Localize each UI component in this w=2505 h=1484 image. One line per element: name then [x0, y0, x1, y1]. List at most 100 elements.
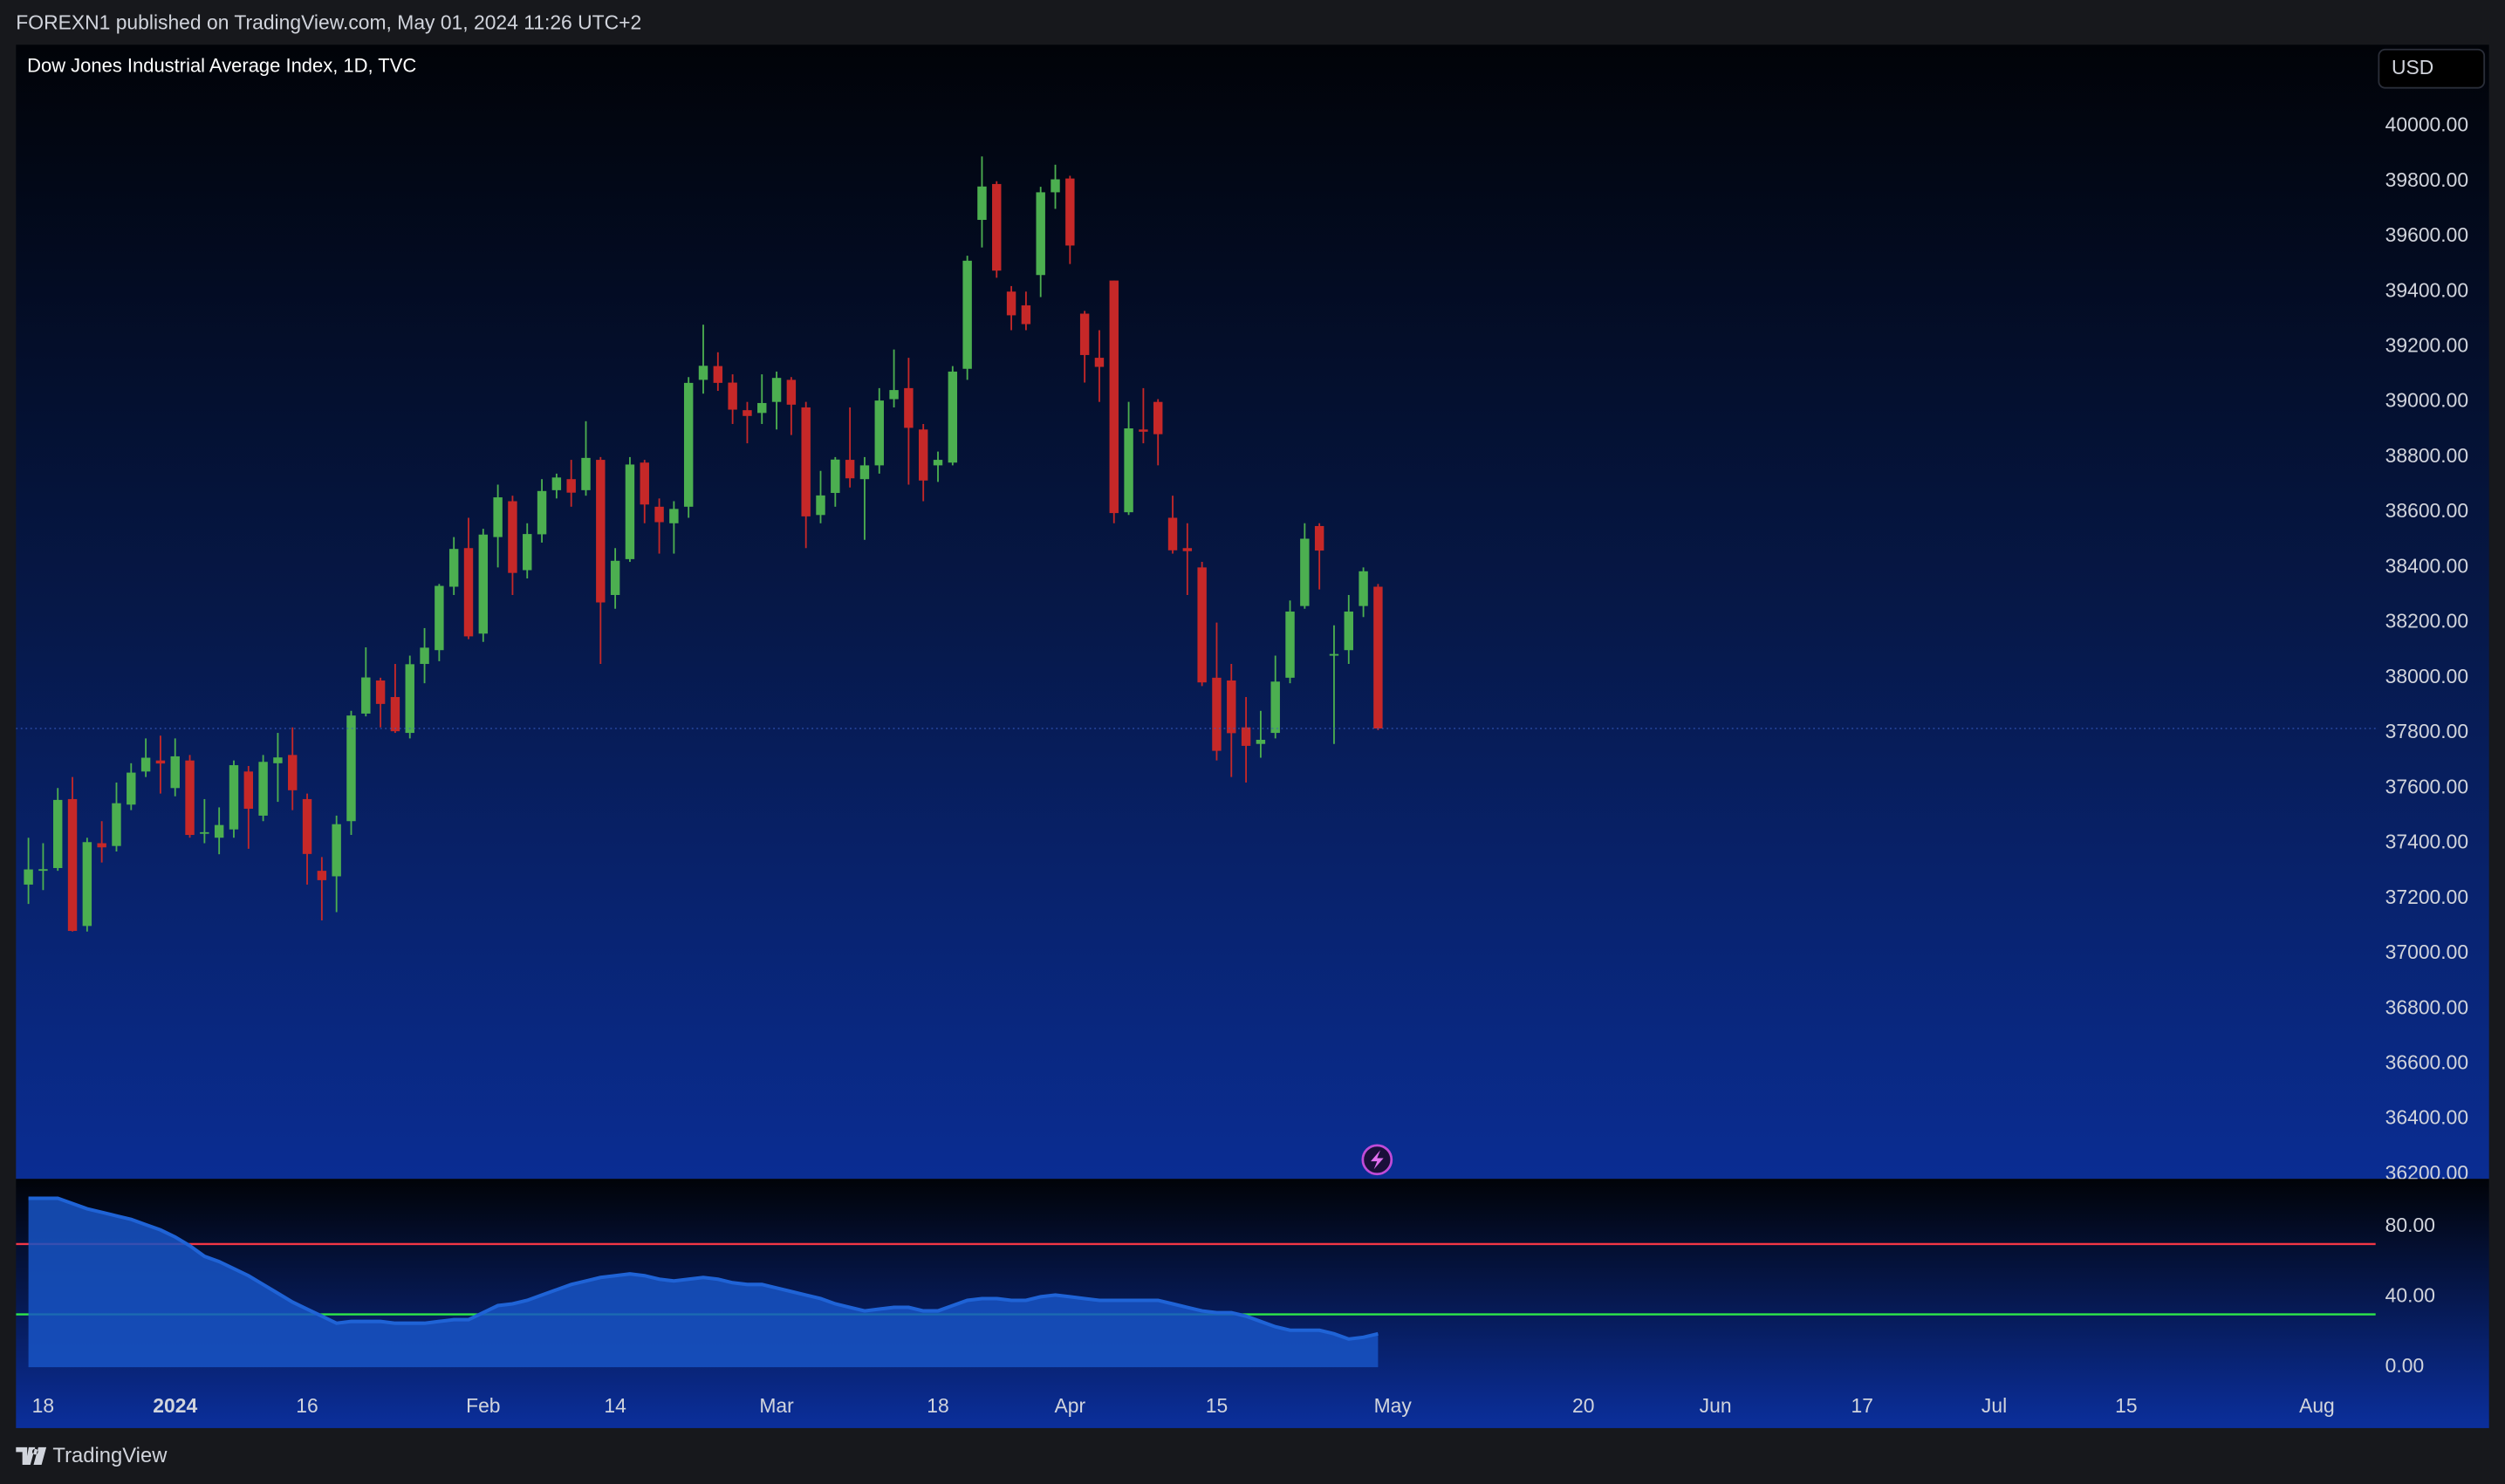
candle-body [346, 715, 356, 822]
x-tick-label: 14 [604, 1394, 626, 1417]
candle-body [640, 462, 649, 505]
candle-body [127, 772, 136, 805]
candle-body [478, 534, 489, 634]
candle-body [170, 756, 180, 789]
candle-body [258, 762, 268, 816]
y-tick-label: 37000.00 [2385, 940, 2468, 963]
y-tick-label: 36200.00 [2385, 1161, 2468, 1184]
y-tick-label: 38200.00 [2385, 610, 2468, 633]
candle-body [1197, 567, 1207, 683]
candle-body [1139, 429, 1148, 432]
x-tick-label: Apr [1055, 1394, 1086, 1417]
candle-body [831, 459, 840, 494]
y-tick-label: 38400.00 [2385, 554, 2468, 577]
x-tick-label: Mar [759, 1394, 794, 1417]
candle-body [698, 366, 708, 380]
currency-label[interactable]: USD [2392, 56, 2433, 79]
candle-body [918, 429, 928, 481]
candle-body [771, 378, 782, 402]
candle-body [566, 479, 576, 493]
y-tick-label: 80.00 [2385, 1214, 2435, 1236]
x-tick-label: 15 [2115, 1394, 2137, 1417]
candle-body [302, 798, 312, 854]
candle-body [654, 506, 664, 523]
candle-body [523, 534, 532, 571]
y-tick-label: 37800.00 [2385, 720, 2468, 742]
candle-body [728, 382, 737, 410]
candle-body [1109, 280, 1119, 514]
y-tick-label: 36400.00 [2385, 1106, 2468, 1129]
x-tick-label: 16 [296, 1394, 318, 1417]
candle-body [375, 680, 386, 704]
candle-body [405, 664, 414, 734]
candle-body [816, 495, 825, 516]
candle-body [214, 824, 224, 838]
candle-body [273, 757, 283, 763]
candle-body [82, 842, 92, 927]
candle-body [537, 490, 547, 535]
candle-body [332, 824, 341, 877]
y-tick-label: 39000.00 [2385, 389, 2468, 412]
candle-body [1124, 428, 1133, 513]
y-tick-label: 37200.00 [2385, 886, 2468, 908]
candle-body [948, 371, 958, 463]
candle-body [140, 757, 151, 772]
candle-body [1270, 681, 1280, 734]
oscillator-area [28, 1198, 1379, 1368]
time-axis: 18 2024 16 Feb 14 Mar 18 Apr 15 May 20 Jun 17 Jul 15 Au… [32, 1394, 2335, 1417]
candle-body [551, 477, 562, 490]
candle-body [1329, 653, 1339, 656]
candle-body [317, 871, 327, 880]
candle-body [889, 390, 899, 400]
candle-body [581, 457, 591, 490]
y-tick-label: 0.00 [2385, 1354, 2425, 1377]
candle-body [243, 771, 254, 810]
candle-body [288, 755, 298, 790]
candle-body [977, 186, 987, 221]
oscillator-plot [16, 1196, 2376, 1368]
oscillator-line [28, 1196, 1379, 1341]
x-tick-label: 17 [1851, 1394, 1873, 1417]
candle-body [1182, 548, 1193, 551]
main-plot [16, 156, 2376, 932]
candle-body [435, 585, 444, 651]
y-tick-label: 40000.00 [2385, 113, 2468, 136]
candle-body [67, 798, 78, 932]
candle-body [669, 509, 679, 523]
candle-body [200, 831, 209, 834]
currency-button[interactable] [2378, 48, 2486, 89]
y-tick-label: 36600.00 [2385, 1050, 2468, 1073]
alert-icon[interactable] [1361, 1144, 1393, 1176]
candle-body [493, 497, 503, 537]
candle-body [683, 382, 694, 507]
candle-body [1344, 611, 1353, 651]
candle-body [1359, 571, 1368, 606]
x-tick-label: Jul [1981, 1394, 2007, 1417]
candle-body [390, 696, 400, 732]
x-tick-label: 15 [1206, 1394, 1228, 1417]
candle-body [1227, 680, 1236, 734]
candle-body [508, 501, 517, 573]
candle-body [1079, 313, 1090, 355]
y-tick-label: 37600.00 [2385, 775, 2468, 797]
x-tick-label: Aug [2299, 1394, 2335, 1417]
oscillator-axis: 0.00 40.00 80.00 [2385, 1214, 2435, 1377]
candle-body [361, 677, 371, 714]
candle-body [1051, 179, 1060, 193]
candle-body [1256, 739, 1266, 744]
candle-body [1285, 611, 1295, 678]
candle-body [1300, 538, 1310, 606]
candle-body [97, 843, 106, 848]
candle-body [786, 380, 797, 405]
candle-body [53, 799, 63, 868]
y-tick-label: 38800.00 [2385, 444, 2468, 467]
x-tick-label: 18 [927, 1394, 948, 1417]
candle-body [112, 803, 121, 846]
y-tick-label: 38600.00 [2385, 499, 2468, 522]
price-axis: 36200.00 36400.00 36600.00 36800.00 37000.00… [2385, 113, 2468, 1184]
candle-body [904, 387, 914, 428]
brand-name: TradingView [52, 1444, 168, 1467]
candle-body [24, 869, 33, 885]
